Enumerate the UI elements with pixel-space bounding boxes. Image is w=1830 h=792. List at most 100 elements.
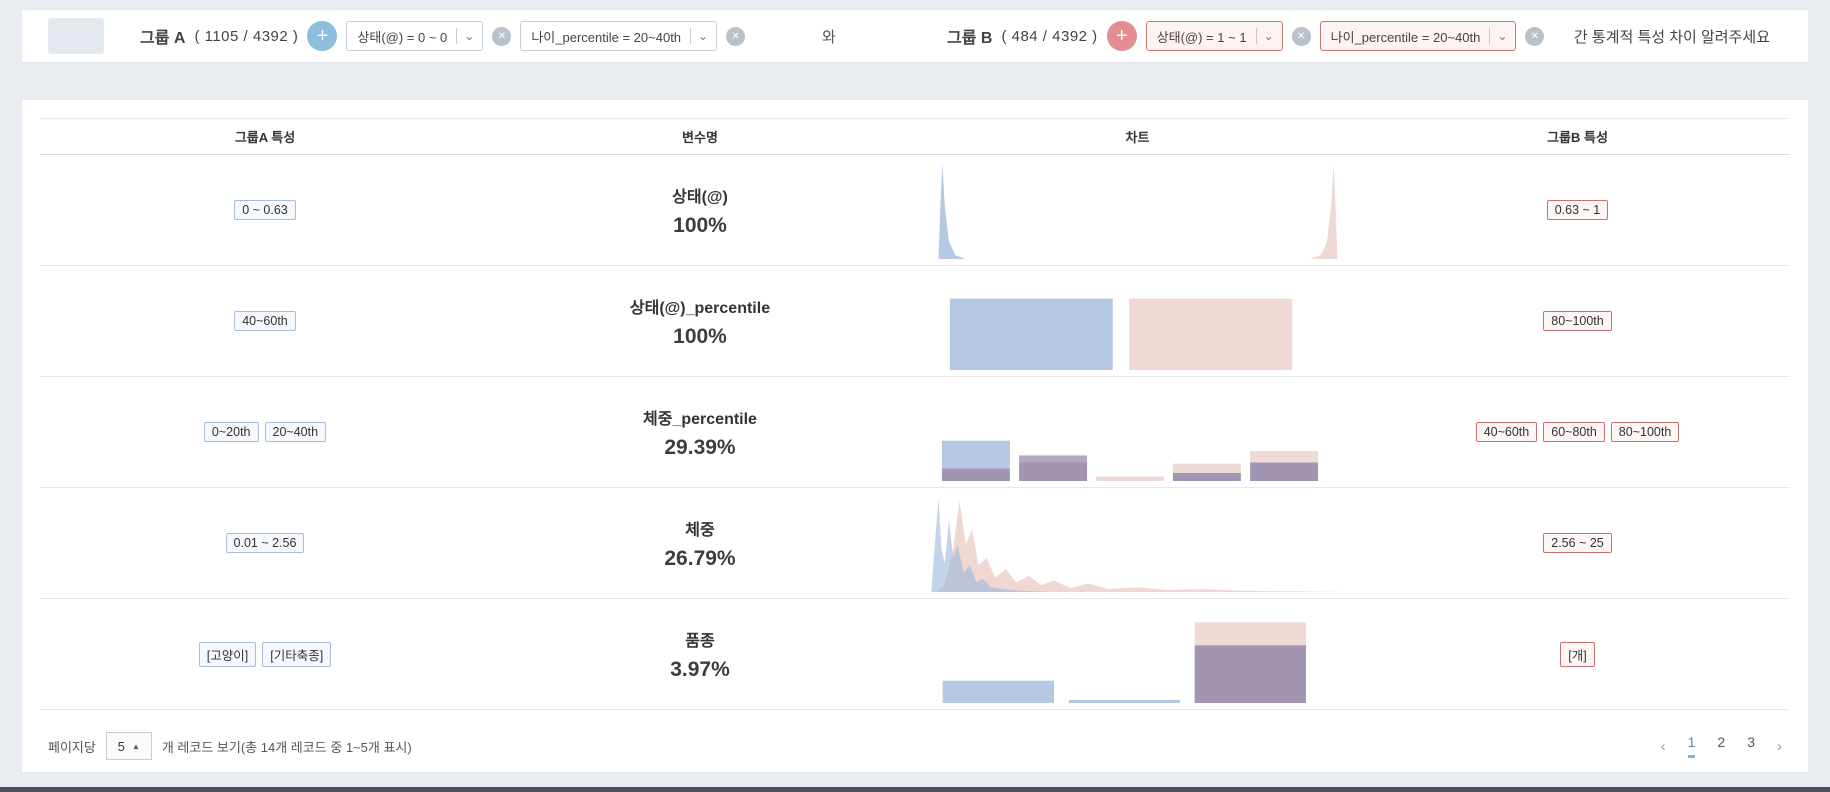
chevron-down-icon[interactable]: ⌄ [1263,29,1274,43]
connector-text: 와 [822,28,836,46]
chip-divider [1255,28,1257,44]
per-page-control: 페이지당 5 ▲ 개 레코드 보기(총 14개 레코드 중 1~5개 표시) [48,732,412,760]
table-row: [고양이] [기타축종] 품종 3.97% [개] [40,599,1790,710]
group-a-features: 0 ~ 0.63 [40,155,490,265]
group-b-features: 80~100th [1365,266,1790,376]
variable-name: 체중 [685,521,715,539]
variable-percent: 29.39% [664,435,736,459]
select-arrow-icon: ▲ [132,741,140,751]
range-badge-b: 40~60th [1475,422,1538,442]
add-filter-b-button[interactable]: + [1106,21,1137,51]
group-b-features: [개] [1365,599,1790,709]
chevron-down-icon[interactable]: ⌄ [698,29,709,43]
plus-icon: + [316,25,329,47]
filter-chip-b1[interactable]: 상태(@) = 1 ~ 1 ⌄ [1145,21,1283,51]
records-label: 개 레코드 보기(총 14개 레코드 중 1~5개 표시) [161,739,412,755]
close-icon: ✕ [731,30,740,42]
table-body: 0 ~ 0.63 상태(@) 100% 0.63 ~ 1 40~60th 상태(@)_pe… [22,155,1808,710]
remove-filter-a1-button[interactable]: ✕ [492,26,512,46]
range-badge-b: 60~80th [1543,422,1605,442]
close-icon: ✕ [497,30,507,42]
table-footer: 페이지당 5 ▲ 개 레코드 보기(총 14개 레코드 중 1~5개 표시) ‹… [22,710,1808,760]
chevron-down-icon[interactable]: ⌄ [1497,29,1508,43]
remove-filter-b2-button[interactable]: ✕ [1525,26,1545,46]
group-a-count: ( 1105 / 4392 ) [194,27,299,45]
group-b-features: 0.63 ~ 1 [1365,155,1790,265]
close-icon: ✕ [1296,30,1306,42]
group-a-features: 0~20th 20~40th [40,377,490,487]
filter-chip-a1-text: 상태(@) = 0 ~ 0 [357,29,448,45]
plus-icon: + [1115,25,1128,47]
filter-chip-b2[interactable]: 나이_percentile = 20~40th ⌄ [1319,21,1517,51]
add-filter-a-button[interactable]: + [307,21,338,51]
variable-name: 체중_percentile [643,410,757,428]
group-a-label: 그룹 A [140,30,186,47]
variable-name: 상태(@)_percentile [629,299,771,317]
variable-cell: 체중_percentile 29.39% [490,377,910,487]
range-badge-a: 0~20th [203,422,259,442]
page-2-button[interactable]: 2 [1717,734,1726,750]
column-header-group-b: 그룹B 특성 [1547,130,1608,145]
range-badge-a: 0.01 ~ 2.56 [225,533,305,553]
range-badge-b: [개] [1560,641,1595,667]
filter-chip-a2-text: 나이_percentile = 20~40th [531,29,682,45]
table-row: 40~60th 상태(@)_percentile 100% 80~100th [40,266,1790,377]
table-row: 0.01 ~ 2.56 체중 26.79% 2.56 ~ 25 [40,488,1790,599]
prev-page-button[interactable]: ‹ [1660,737,1666,755]
range-badge-a: 40~60th [234,311,296,331]
distribution-chart [941,440,1318,481]
distribution-chart [930,498,1348,592]
filter-chip-b1-text: 상태(@) = 1 ~ 1 [1156,29,1247,45]
range-badge-a: [기타축종] [262,641,332,667]
per-page-select[interactable]: 5 ▲ [105,732,152,760]
chip-divider [1489,28,1491,44]
filter-chip-a1[interactable]: 상태(@) = 0 ~ 0 ⌄ [346,21,484,51]
variable-cell: 상태(@)_percentile 100% [490,266,910,376]
range-badge-a: [고양이] [198,641,257,667]
range-badge-b: 80~100th [1543,311,1612,331]
remove-filter-a2-button[interactable]: ✕ [726,26,746,46]
chart-cell [910,155,1365,265]
group-a-features: 40~60th [40,266,490,376]
per-page-value: 5 [117,738,125,754]
table-row: 0 ~ 0.63 상태(@) 100% 0.63 ~ 1 [40,155,1790,266]
group-a-features: [고양이] [기타축종] [40,599,490,709]
chevron-down-icon[interactable]: ⌄ [464,29,475,43]
filter-chip-b2-text: 나이_percentile = 20~40th [1330,29,1481,45]
variable-percent: 26.79% [664,546,736,570]
chip-divider [456,28,458,44]
range-badge-b: 0.63 ~ 1 [1546,200,1609,220]
table-row: 0~20th 20~40th 체중_percentile 29.39% 40~60th 6… [40,377,1790,488]
page-1-button[interactable]: 1 [1687,734,1696,758]
chart-cell [910,488,1365,598]
remove-filter-b1-button[interactable]: ✕ [1291,26,1311,46]
column-header-variable: 변수명 [682,130,718,145]
variable-cell: 품종 3.97% [490,599,910,709]
variable-cell: 상태(@) 100% [490,155,910,265]
next-page-button[interactable]: › [1777,737,1782,755]
variable-percent: 100% [673,213,727,237]
group-a-section: 그룹 A ( 1105 / 4392 ) + 상태(@) = 0 ~ 0 ⌄ ✕… [140,10,746,62]
group-b-features: 2.56 ~ 25 [1365,488,1790,598]
variable-cell: 체중 26.79% [490,488,910,598]
distribution-chart [949,298,1292,370]
column-header-group-a: 그룹A 특성 [234,130,296,145]
group-b-section: 그룹 B ( 484 / 4392 ) + 상태(@) = 1 ~ 1 ⌄ ✕ … [947,10,1545,62]
variable-name: 품종 [685,632,715,650]
variable-name: 상태(@) [672,188,728,206]
range-badge-a: 20~40th [264,422,327,442]
table-header: 그룹A 특성 변수명 차트 그룹B 특성 [40,118,1790,155]
filter-chip-a2[interactable]: 나이_percentile = 20~40th ⌄ [520,21,718,51]
range-badge-a: 0 ~ 0.63 [234,200,296,220]
chart-cell [910,266,1365,376]
distribution-chart [942,622,1306,703]
per-page-label: 페이지당 [48,739,96,755]
page-3-button[interactable]: 3 [1747,734,1755,750]
close-icon: ✕ [1530,30,1540,42]
chip-divider [690,28,692,44]
topbar-left-block [48,18,104,54]
chart-cell [910,599,1365,709]
query-bar: 그룹 A ( 1105 / 4392 ) + 상태(@) = 0 ~ 0 ⌄ ✕… [22,10,1808,62]
group-b-count: ( 484 / 4392 ) [1001,27,1098,45]
distribution-chart [938,163,1337,259]
